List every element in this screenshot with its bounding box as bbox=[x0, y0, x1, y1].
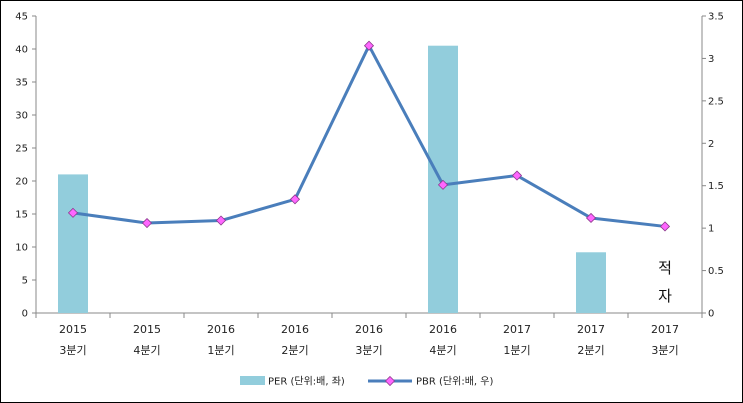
pbr-marker bbox=[67, 207, 79, 218]
x-tick-label-quarter: 4분기 bbox=[429, 344, 456, 357]
left-tick-label: 20 bbox=[15, 177, 28, 188]
x-tick-label-quarter: 4분기 bbox=[133, 344, 160, 357]
x-tick-label-year: 2016 bbox=[355, 323, 383, 336]
x-tick-label-quarter: 2분기 bbox=[281, 344, 308, 357]
per-bar bbox=[576, 252, 606, 313]
left-tick-label: 5 bbox=[22, 276, 28, 287]
left-tick-label: 35 bbox=[15, 78, 28, 89]
right-tick-label: 1 bbox=[708, 224, 714, 235]
pbr-marker bbox=[437, 179, 449, 190]
deficit-annotation: 적 bbox=[658, 259, 672, 277]
pbr-marker bbox=[585, 212, 597, 224]
left-tick-label: 40 bbox=[15, 45, 28, 56]
legend-per-swatch bbox=[240, 376, 265, 385]
right-tick-label: 0.5 bbox=[708, 266, 724, 277]
pbr-marker bbox=[511, 170, 523, 181]
pbr-marker bbox=[363, 40, 375, 51]
left-tick-label: 25 bbox=[15, 144, 28, 155]
pbr-marker bbox=[289, 194, 301, 205]
pbr-marker bbox=[141, 217, 153, 229]
x-tick-label-year: 2017 bbox=[503, 323, 531, 336]
legend-pbr-label: PBR (단위:배, 우) bbox=[416, 375, 493, 388]
right-tick-label: 2 bbox=[708, 139, 714, 150]
x-tick-label-year: 2016 bbox=[429, 323, 457, 336]
pbr-marker bbox=[215, 215, 227, 226]
left-tick-label: 45 bbox=[15, 12, 28, 23]
x-tick-label-year: 2016 bbox=[281, 323, 309, 336]
left-tick-label: 30 bbox=[15, 111, 28, 122]
deficit-annotation: 자 bbox=[658, 287, 672, 305]
left-tick-label: 10 bbox=[15, 243, 28, 254]
left-tick-label: 0 bbox=[22, 309, 28, 320]
x-tick-label-year: 2015 bbox=[133, 323, 161, 336]
x-tick-label-quarter: 3분기 bbox=[651, 344, 678, 357]
x-tick-label-year: 2015 bbox=[59, 323, 87, 336]
x-tick-label-year: 2016 bbox=[207, 323, 235, 336]
x-tick-label-year: 2017 bbox=[577, 323, 605, 336]
per-bar bbox=[428, 45, 458, 313]
x-tick-label-quarter: 3분기 bbox=[355, 344, 382, 357]
x-tick-label-quarter: 2분기 bbox=[577, 344, 604, 357]
right-tick-label: 3 bbox=[708, 54, 714, 65]
legend-per-label: PER (단위:배, 좌) bbox=[268, 375, 345, 388]
legend-pbr-marker bbox=[384, 375, 396, 387]
per-bar bbox=[58, 174, 88, 313]
pbr-marker bbox=[659, 221, 671, 232]
x-tick-label-quarter: 3분기 bbox=[59, 344, 86, 357]
right-tick-label: 0 bbox=[708, 309, 714, 320]
right-tick-label: 1.5 bbox=[708, 181, 724, 192]
right-tick-label: 2.5 bbox=[708, 96, 724, 107]
left-tick-label: 15 bbox=[15, 210, 28, 221]
right-tick-label: 3.5 bbox=[708, 12, 724, 23]
x-tick-label-quarter: 1분기 bbox=[503, 344, 530, 357]
x-tick-label-year: 2017 bbox=[651, 323, 679, 336]
x-tick-label-quarter: 1분기 bbox=[207, 344, 234, 357]
